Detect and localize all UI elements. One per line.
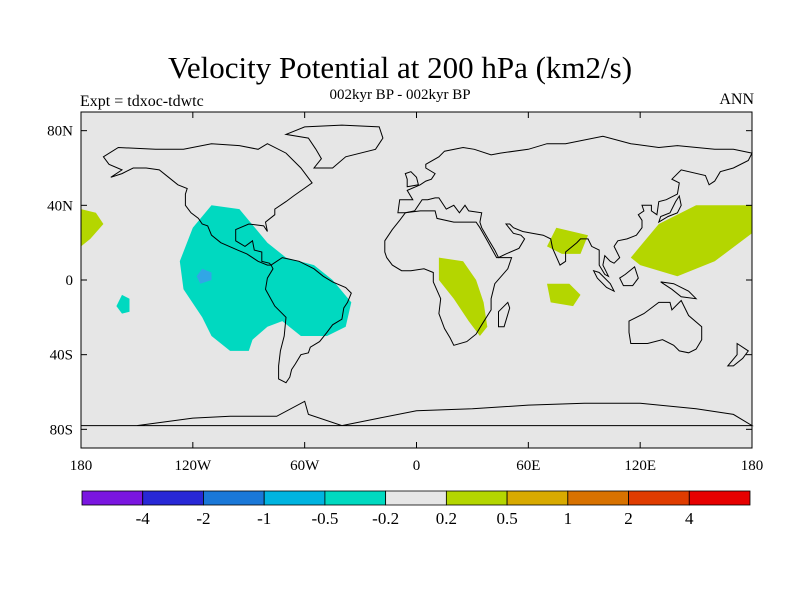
plot-title: Velocity Potential at 200 hPa (km2/s)	[167, 50, 633, 85]
colorbar-box	[445, 490, 508, 506]
landmass-africa	[384, 210, 513, 346]
lon-tick-label: 60E	[516, 458, 540, 474]
colorbar-box	[142, 490, 204, 506]
colorbar-label: -2	[196, 509, 210, 528]
lon-tick-label: 60W	[290, 458, 320, 474]
colorbar-box	[506, 490, 569, 506]
lon-tick-label: 180	[741, 458, 764, 474]
colorbar-box	[688, 490, 751, 506]
landmass-madagascar	[498, 301, 511, 328]
landmass-new-guinea	[660, 281, 698, 300]
colorbar-box	[203, 490, 265, 506]
colorbar-box	[628, 490, 690, 506]
lon-tick-label: 0	[413, 458, 421, 474]
plot-subtitle: 002kyr BP - 002kyr BP	[329, 87, 471, 103]
colorbar: -4 -2 -1 -0.5 -0.2 0.2 0.5 1 2 4	[81, 490, 751, 528]
land-outline-layer	[81, 124, 754, 427]
anomaly-region-africa-positive	[438, 257, 488, 336]
anomaly-region-eastern-pacific-americas-negative	[179, 205, 352, 351]
anomaly-region-western-pacific-positive-north	[81, 209, 104, 247]
colorbar-label: 2	[624, 509, 633, 528]
lon-tick-label: 180	[70, 458, 93, 474]
colorbar-box	[81, 490, 144, 506]
landmass-greenland	[284, 124, 384, 169]
landmass-borneo	[619, 266, 639, 287]
landmass-japan	[657, 194, 682, 224]
anomaly-region-eastern-pacific-stronger-negative	[196, 268, 212, 284]
anomaly-region-western-pacific-positive	[630, 205, 752, 277]
anomaly-region-indian-ocean-positive	[547, 283, 581, 307]
colorbar-label: 4	[685, 509, 694, 528]
colorbar-label: -0.2	[372, 509, 399, 528]
lat-tick-label: 80S	[50, 422, 73, 438]
lon-tick-label: 120E	[624, 458, 656, 474]
experiment-label: Expt = tdxoc-tdwtc	[80, 93, 204, 110]
landmass-eurasia	[397, 135, 753, 278]
colorbar-box	[567, 490, 629, 506]
landmass-north-america	[102, 143, 313, 266]
colorbar-box	[324, 490, 387, 506]
colorbar-label: -4	[136, 509, 151, 528]
colorbar-box	[263, 490, 326, 506]
lat-tick-label: 40N	[47, 198, 73, 214]
lon-tick-label: 120W	[174, 458, 212, 474]
season-label: ANN	[719, 91, 754, 108]
lat-tick-label: 0	[66, 273, 74, 289]
colorbar-label: -1	[257, 509, 271, 528]
colorbar-label: 0.2	[436, 509, 457, 528]
anomaly-region-arabian-sea-positive	[547, 227, 588, 254]
landmass-australia	[628, 299, 703, 354]
colorbar-label: 0.5	[496, 509, 517, 528]
landmass-antarctica	[81, 400, 754, 427]
landmass-sumatra	[592, 269, 616, 293]
landmass-british-isles	[404, 171, 420, 188]
anomaly-region-central-pacific-negative-blob	[116, 294, 130, 314]
landmass-south-america	[264, 257, 352, 384]
colorbar-label: -0.5	[311, 509, 338, 528]
map-background	[81, 112, 752, 448]
colorbar-label: 1	[564, 509, 573, 528]
landmass-new-zealand	[726, 342, 750, 367]
lat-tick-label: 80N	[47, 124, 73, 140]
colorbar-box	[385, 490, 447, 506]
lat-tick-label: 40S	[50, 348, 73, 364]
anomaly-fill-layer	[81, 205, 752, 351]
axis-ticks: 80N 40N 0 40S 80S 180 120W 60W 0 60E 120E 180	[47, 112, 763, 474]
